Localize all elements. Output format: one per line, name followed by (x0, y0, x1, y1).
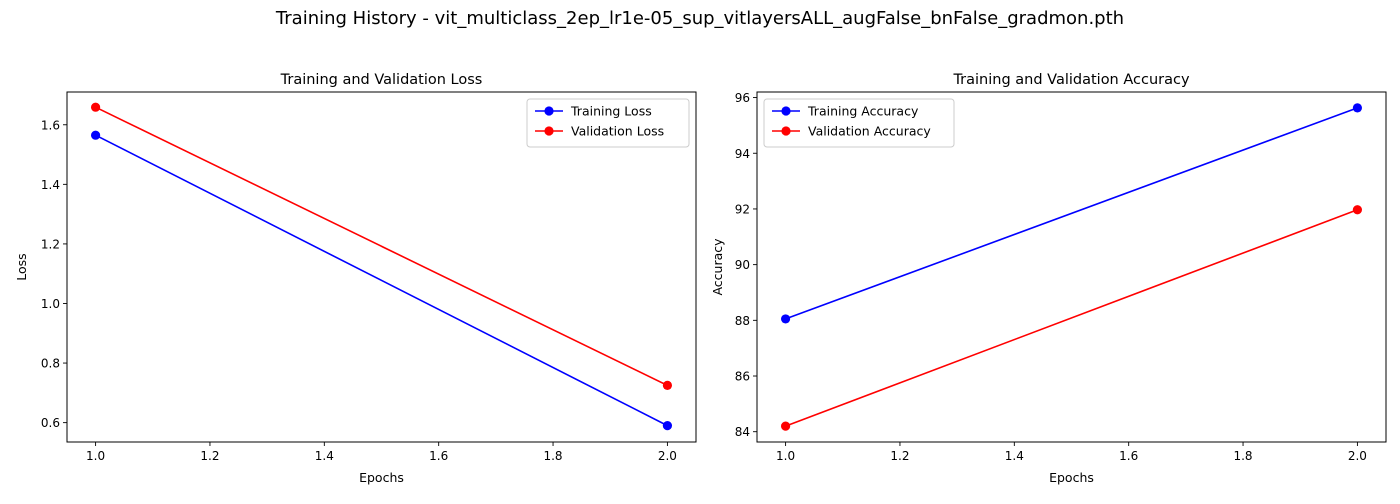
x-axis-label: Epochs (1049, 470, 1094, 485)
y-tick-label: 1.6 (41, 118, 60, 132)
series-line (95, 134, 668, 427)
x-tick-label: 1.8 (1233, 449, 1252, 463)
y-tick-label: 96 (735, 91, 750, 105)
chart-title: Training and Validation Accuracy (952, 72, 1190, 88)
y-tick-label: 1.2 (41, 237, 60, 251)
legend-label: Validation Accuracy (808, 124, 931, 139)
data-point (662, 380, 673, 391)
y-tick-label: 88 (735, 314, 750, 328)
legend-marker (781, 106, 791, 116)
x-tick-label: 1.0 (776, 449, 795, 463)
figure-suptitle: Training History - vit_multiclass_2ep_lr… (275, 8, 1124, 29)
y-tick-label: 1.0 (41, 297, 60, 311)
legend-marker (781, 126, 791, 136)
y-axis-label: Accuracy (710, 238, 725, 296)
chart-title: Training and Validation Loss (280, 72, 483, 88)
x-tick-label: 1.2 (890, 449, 909, 463)
x-axis-label: Epochs (359, 470, 404, 485)
y-axis-label: Loss (14, 253, 29, 280)
series-line (785, 107, 1358, 320)
x-tick-label: 1.6 (429, 449, 448, 463)
y-tick-label: 84 (735, 425, 750, 439)
data-point (1352, 205, 1363, 215)
x-tick-label: 1.4 (1005, 449, 1024, 463)
y-tick-label: 0.8 (41, 357, 60, 371)
data-point (780, 314, 791, 324)
legend-label: Training Accuracy (807, 104, 919, 119)
y-tick-label: 0.6 (41, 416, 60, 430)
y-tick-label: 86 (735, 370, 750, 384)
x-tick-label: 1.6 (1119, 449, 1138, 463)
x-tick-label: 1.0 (86, 449, 105, 463)
chart-panel-2: Training and Validation Accuracy 1.0 1.2 1.… (710, 72, 1387, 485)
series-line (785, 209, 1358, 427)
legend-marker (544, 126, 554, 136)
chart-panel-1: Training and Validation Loss 1.0 1.2 1.4 1.6… (14, 72, 697, 485)
data-point (90, 130, 101, 140)
legend: Training Loss Validation Loss (526, 98, 690, 148)
y-tick-label: 90 (735, 258, 750, 272)
y-tick-label: 92 (735, 202, 750, 216)
axes-frame (66, 91, 697, 443)
y-tick-label: 1.4 (41, 178, 60, 192)
data-point (90, 102, 101, 112)
legend: Training Accuracy Validation Accuracy (763, 98, 955, 148)
legend-label: Validation Loss (571, 124, 664, 139)
x-tick-label: 1.8 (543, 449, 562, 463)
x-tick-label: 1.4 (315, 449, 334, 463)
axes-frame (756, 91, 1387, 443)
data-point (1352, 103, 1363, 113)
x-tick-label: 2.0 (1348, 449, 1367, 463)
legend-box (526, 98, 690, 148)
data-point (780, 421, 791, 431)
y-tick-label: 94 (735, 147, 750, 161)
data-point (662, 421, 673, 431)
legend-marker (544, 106, 554, 116)
legend-box (763, 98, 955, 148)
legend-label: Training Loss (570, 104, 652, 119)
x-tick-label: 2.0 (658, 449, 677, 463)
series-line (95, 106, 668, 387)
x-tick-label: 1.2 (200, 449, 219, 463)
